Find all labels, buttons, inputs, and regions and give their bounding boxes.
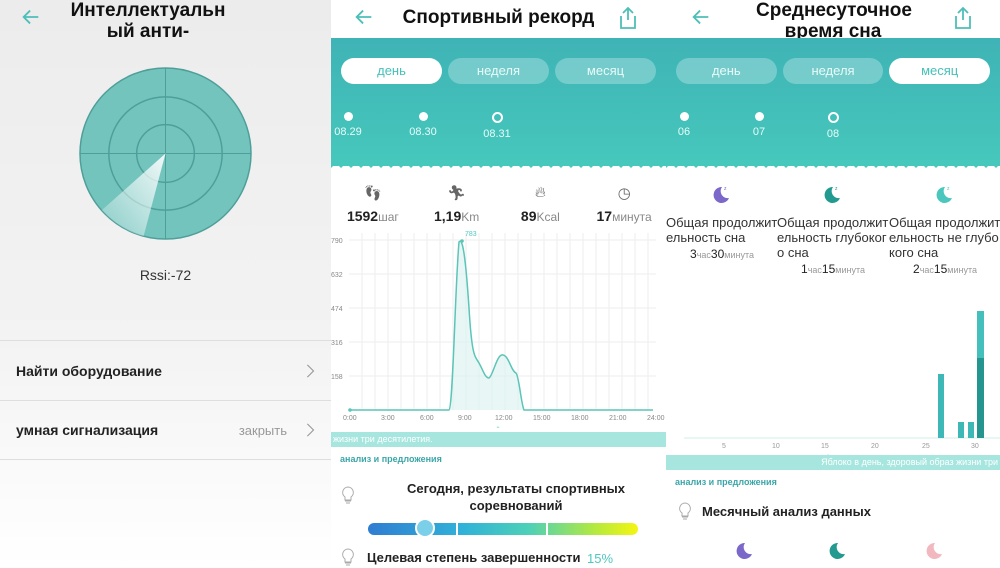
date-item-selected[interactable]: 08 <box>813 112 853 140</box>
svg-text:6:00: 6:00 <box>420 415 434 422</box>
svg-text:632: 632 <box>331 272 343 279</box>
svg-text:790: 790 <box>331 238 343 245</box>
date-item[interactable]: 08.29 <box>331 112 368 138</box>
date-item[interactable]: 07 <box>739 112 779 138</box>
section-label: анализ и предложения <box>675 477 777 487</box>
header-band: день неделя месяц 06 07 08 <box>666 38 1000 166</box>
stat-time: ◷ 17минута <box>582 184 666 224</box>
progress-gradient-bar <box>368 523 638 535</box>
back-arrow-icon[interactable] <box>20 6 42 28</box>
today-result-text: Сегодня, результаты спортивных соревнова… <box>406 481 626 513</box>
svg-text:783: 783 <box>465 231 477 238</box>
moon-icon: z <box>936 186 952 203</box>
lightbulb-icon <box>342 486 354 504</box>
smart-alarm-row[interactable]: умная сигнализация закрыть <box>0 400 331 460</box>
rssi-value: Rssi:-72 <box>139 267 192 283</box>
date-item[interactable]: 08.30 <box>403 112 443 138</box>
anti-lost-panel: Интеллектуальн ый анти- Rssi:-72 Найти о… <box>0 0 331 568</box>
stats-row: 👣︎ 1592шаг 🏃︎ 1,19Km 🔥︎ 89Kcal ◷ 17минут… <box>331 184 666 224</box>
sleep-panel: Среднесуточное время сна день неделя мес… <box>666 0 1000 568</box>
light-sleep: z Общая продолжительность не глубокого с… <box>889 186 1000 276</box>
svg-text:15:00: 15:00 <box>533 415 551 422</box>
total-sleep: z Общая продолжительность сна 3час30мину… <box>666 186 778 261</box>
page-title: Среднесуточное время сна <box>756 0 912 42</box>
date-selector: 08.29 08.30 08.31 <box>331 112 666 152</box>
chevron-right-icon <box>306 423 315 437</box>
svg-text:9:00: 9:00 <box>458 415 472 422</box>
header-band: день неделя месяц 08.29 08.30 08.31 <box>331 38 666 166</box>
tab-day[interactable]: день <box>341 58 442 84</box>
page-title: Интеллектуальн ый анти- <box>70 0 226 42</box>
section-label: анализ и предложения <box>340 454 442 464</box>
svg-text:20: 20 <box>871 443 879 450</box>
period-tabs: день неделя месяц <box>341 58 656 84</box>
svg-text:12:00: 12:00 <box>495 415 513 422</box>
stat-distance: 🏃︎ 1,19Km <box>415 184 499 224</box>
svg-text:158: 158 <box>331 374 343 381</box>
tab-week[interactable]: неделя <box>448 58 549 84</box>
lightbulb-icon <box>342 548 354 566</box>
svg-text:z: z <box>835 186 838 192</box>
alarm-status: закрыть <box>238 422 287 438</box>
tab-month[interactable]: месяц <box>889 58 991 84</box>
goal-label: Целевая степень завершенности <box>367 550 581 565</box>
svg-text:316: 316 <box>331 340 343 347</box>
find-device-row[interactable]: Найти оборудование <box>0 340 331 400</box>
deep-sleep: z Общая продолжительность глубокого сна … <box>777 186 889 276</box>
clock-icon: ◷ <box>617 185 631 202</box>
sleep-bar-chart[interactable]: 5 10 15 20 25 30 <box>666 300 1000 460</box>
steps-chart[interactable]: 790 632 474 316 158 0:00 3:00 6:00 9:00 12:00 15:… <box>331 228 666 428</box>
tip-banner: жизни три десятилетия. <box>331 432 666 447</box>
moon-icon <box>736 542 752 559</box>
goal-percent: 15% <box>587 551 614 566</box>
svg-text:10: 10 <box>772 443 780 450</box>
stat-calories: 🔥︎ 89Kcal <box>499 184 583 224</box>
back-arrow-icon[interactable] <box>353 6 375 28</box>
date-item[interactable]: 06 <box>666 112 704 138</box>
svg-text:3:00: 3:00 <box>381 415 395 422</box>
period-tabs: день неделя месяц <box>676 58 991 84</box>
svg-text:15: 15 <box>821 443 829 450</box>
svg-text:0:00: 0:00 <box>343 415 357 422</box>
svg-text:25: 25 <box>922 443 930 450</box>
lightbulb-icon <box>679 502 691 520</box>
moon-icon: z <box>824 186 840 203</box>
tab-day[interactable]: день <box>676 58 777 84</box>
svg-text:18:00: 18:00 <box>571 415 589 422</box>
chevron-right-icon <box>306 363 315 378</box>
stat-steps: 👣︎ 1592шаг <box>331 184 415 224</box>
flame-icon: 🔥︎ <box>534 184 546 201</box>
svg-text:z: z <box>724 186 727 192</box>
date-item-selected[interactable]: 08.31 <box>477 112 517 140</box>
page-title: Спортивный рекорд <box>402 7 595 28</box>
moon-icon <box>829 542 845 559</box>
share-icon[interactable] <box>618 6 638 30</box>
zigzag-divider <box>331 160 666 168</box>
sport-record-panel: Спортивный рекорд день неделя месяц 08.2… <box>331 0 666 568</box>
moon-icon: z <box>713 186 729 203</box>
tab-month[interactable]: месяц <box>555 58 656 84</box>
footprints-icon: 👣︎ <box>363 185 383 202</box>
back-arrow-icon[interactable] <box>690 6 712 28</box>
svg-text:5: 5 <box>722 443 726 450</box>
running-icon: 🏃︎ <box>447 185 467 202</box>
tip-banner: Яблоко в день, здоровый образ жизни три <box>666 455 1000 470</box>
smiley-icon <box>415 518 435 538</box>
row-label: умная сигнализация <box>16 422 159 438</box>
svg-text:z: z <box>947 186 950 192</box>
zigzag-divider <box>666 160 1000 168</box>
svg-text:24:00: 24:00 <box>647 415 665 422</box>
radar-icon <box>79 67 252 240</box>
svg-text:30: 30 <box>971 443 979 450</box>
date-selector: 06 07 08 <box>666 112 1000 152</box>
moon-icon <box>926 542 942 559</box>
svg-text:474: 474 <box>331 306 343 313</box>
share-icon[interactable] <box>953 6 973 30</box>
monthly-analysis-title: Месячный анализ данных <box>702 504 871 519</box>
tab-week[interactable]: неделя <box>782 58 884 84</box>
row-label: Найти оборудование <box>16 362 162 379</box>
svg-text:21:00: 21:00 <box>609 415 627 422</box>
